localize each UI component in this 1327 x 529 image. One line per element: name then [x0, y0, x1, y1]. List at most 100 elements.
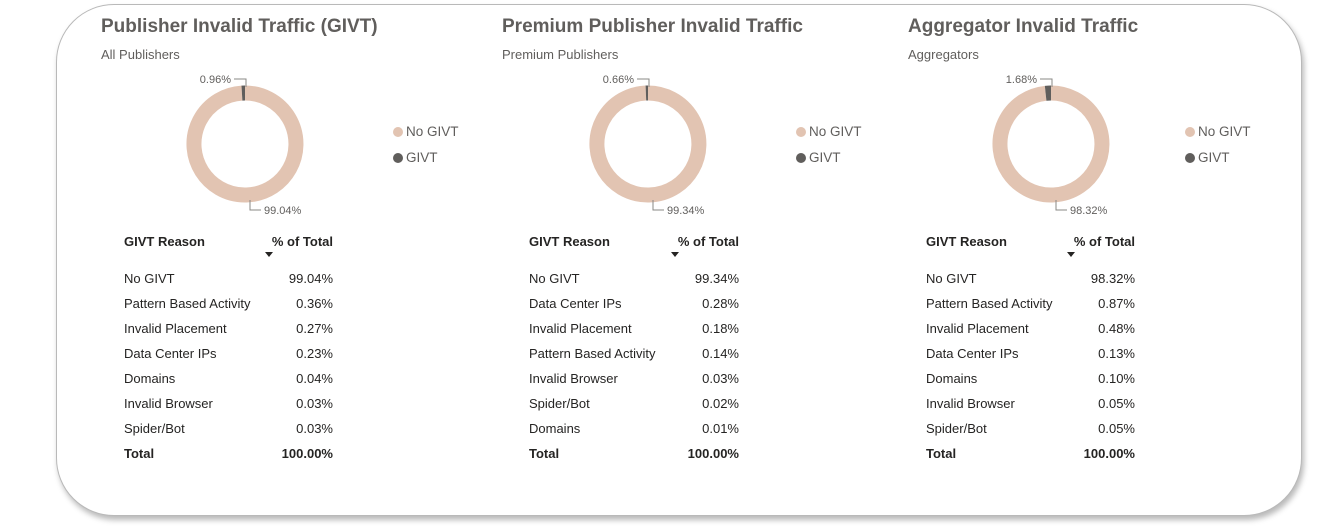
panel-title: Premium Publisher Invalid Traffic [502, 16, 803, 37]
chart-legend: No GIVT GIVT [1185, 124, 1251, 176]
reason-cell: Pattern Based Activity [124, 296, 251, 311]
column-header-reason[interactable]: GIVT Reason [926, 234, 1007, 249]
legend-item-givt[interactable]: GIVT [796, 150, 862, 176]
legend-dot-icon [796, 127, 806, 137]
table-row[interactable]: No GIVT 99.34% [529, 266, 739, 291]
donut-slice-no-givt[interactable] [186, 85, 304, 203]
table-row[interactable]: Invalid Placement 0.48% [926, 316, 1135, 341]
leader-line-no-givt [1055, 200, 1067, 211]
legend-dot-icon [796, 153, 806, 163]
table-row[interactable]: Invalid Browser 0.03% [529, 366, 739, 391]
donut-svg: 1.68% 98.32% [992, 74, 1110, 217]
donut-slice-no-givt[interactable] [589, 85, 707, 203]
sort-descending-icon [670, 252, 679, 257]
data-label-givt: 0.66% [603, 74, 634, 86]
donut-chart[interactable]: 1.68% 98.32% [908, 65, 1308, 225]
legend-label: GIVT [406, 150, 438, 165]
reason-cell: Invalid Browser [124, 396, 213, 411]
percent-cell: 0.03% [702, 371, 739, 386]
reason-cell: Invalid Placement [926, 321, 1029, 336]
table-row[interactable]: Invalid Placement 0.18% [529, 316, 739, 341]
table-row[interactable]: Spider/Bot 0.05% [926, 416, 1135, 441]
percent-cell: 0.13% [1098, 346, 1135, 361]
table-total-row: Total 100.00% [529, 441, 739, 466]
legend-item-no-givt[interactable]: No GIVT [796, 124, 862, 150]
table-row[interactable]: No GIVT 99.04% [124, 266, 333, 291]
total-label: Total [926, 446, 957, 461]
total-label: Total [124, 446, 155, 461]
percent-cell: 0.05% [1098, 396, 1135, 411]
table-row[interactable]: Domains 0.10% [926, 366, 1135, 391]
percent-cell: 0.03% [296, 421, 333, 436]
legend-dot-icon [1185, 153, 1195, 163]
table-row[interactable]: Domains 0.04% [124, 366, 333, 391]
percent-cell: 98.32% [1090, 271, 1135, 286]
reason-cell: Pattern Based Activity [529, 346, 656, 361]
legend-label: No GIVT [1198, 124, 1251, 139]
table-row[interactable]: Domains 0.01% [529, 416, 739, 441]
table-row[interactable]: Pattern Based Activity 0.87% [926, 291, 1135, 316]
reason-cell: No GIVT [529, 271, 580, 286]
reason-cell: Domains [926, 371, 978, 386]
data-label-no-givt: 99.04% [264, 205, 302, 217]
percent-cell: 0.18% [702, 321, 739, 336]
table-row[interactable]: Pattern Based Activity 0.14% [529, 341, 739, 366]
reason-cell: No GIVT [124, 271, 175, 286]
column-header-percent[interactable]: % of Total [1066, 234, 1135, 266]
panel-subtitle: Premium Publishers [502, 47, 619, 62]
data-label-givt: 0.96% [200, 74, 231, 86]
percent-cell: 0.05% [1098, 421, 1135, 436]
panel-aggregator: Aggregator Invalid Traffic Aggregators 1… [908, 0, 1308, 529]
donut-slice-no-givt[interactable] [992, 85, 1110, 203]
panel-subtitle: All Publishers [101, 47, 180, 62]
table-total-row: Total 100.00% [926, 441, 1135, 466]
donut-svg: 0.96% 99.04% [186, 74, 304, 217]
percent-cell: 0.36% [296, 296, 333, 311]
reason-cell: Pattern Based Activity [926, 296, 1053, 311]
percent-cell: 0.03% [296, 396, 333, 411]
reason-cell: Invalid Placement [124, 321, 227, 336]
legend-item-no-givt[interactable]: No GIVT [1185, 124, 1251, 150]
chart-legend: No GIVT GIVT [393, 124, 459, 176]
column-header-reason[interactable]: GIVT Reason [529, 234, 610, 249]
reason-cell: Invalid Placement [529, 321, 632, 336]
percent-cell: 0.28% [702, 296, 739, 311]
donut-chart[interactable]: 0.96% 99.04% [101, 65, 501, 225]
table-row[interactable]: Data Center IPs 0.23% [124, 341, 333, 366]
legend-item-no-givt[interactable]: No GIVT [393, 124, 459, 150]
reason-cell: Domains [124, 371, 176, 386]
legend-item-givt[interactable]: GIVT [1185, 150, 1251, 176]
table-row[interactable]: Invalid Browser 0.05% [926, 391, 1135, 416]
donut-svg: 0.66% 99.34% [589, 74, 707, 217]
panel-title: Aggregator Invalid Traffic [908, 16, 1139, 37]
table-row[interactable]: No GIVT 98.32% [926, 266, 1135, 291]
percent-cell: 0.27% [296, 321, 333, 336]
column-header-reason[interactable]: GIVT Reason [124, 234, 205, 249]
percent-cell: 0.01% [702, 421, 739, 436]
table-row[interactable]: Data Center IPs 0.13% [926, 341, 1135, 366]
column-header-percent[interactable]: % of Total [264, 234, 333, 266]
table-row[interactable]: Spider/Bot 0.02% [529, 391, 739, 416]
panel-subtitle: Aggregators [908, 47, 979, 62]
table-total-row: Total 100.00% [124, 441, 333, 466]
table-row[interactable]: Pattern Based Activity 0.36% [124, 291, 333, 316]
table-row[interactable]: Spider/Bot 0.03% [124, 416, 333, 441]
percent-cell: 0.87% [1098, 296, 1135, 311]
leader-line-givt [1040, 78, 1053, 87]
legend-item-givt[interactable]: GIVT [393, 150, 459, 176]
column-header-percent[interactable]: % of Total [670, 234, 739, 266]
table-row[interactable]: Data Center IPs 0.28% [529, 291, 739, 316]
percent-cell: 0.10% [1098, 371, 1135, 386]
leader-line-givt [234, 78, 247, 87]
table-row[interactable]: Invalid Placement 0.27% [124, 316, 333, 341]
donut-chart[interactable]: 0.66% 99.34% [502, 65, 902, 225]
leader-line-no-givt [652, 200, 664, 211]
reason-cell: Data Center IPs [926, 346, 1019, 361]
table-row[interactable]: Invalid Browser 0.03% [124, 391, 333, 416]
panel-title: Publisher Invalid Traffic (GIVT) [101, 16, 378, 37]
legend-dot-icon [1185, 127, 1195, 137]
percent-cell: 0.02% [702, 396, 739, 411]
reason-cell: Data Center IPs [124, 346, 217, 361]
givt-reason-table: GIVT Reason % of Total No GIVT 98.32% Pat… [926, 234, 1135, 466]
reason-cell: Spider/Bot [124, 421, 185, 436]
